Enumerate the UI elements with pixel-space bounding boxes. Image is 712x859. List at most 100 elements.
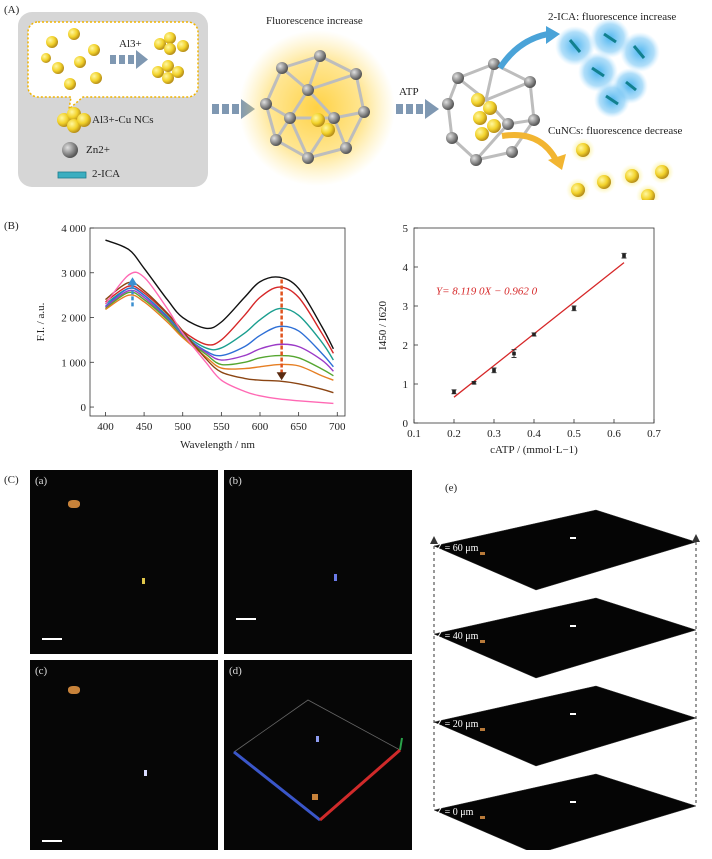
orange-curved-arrow-icon [501,132,559,162]
y-tick-label: 2 [403,340,409,352]
z-plane-3 [433,773,697,850]
spectrum-series-7 [105,294,334,381]
legend-cluster-icon [57,107,91,133]
schematic-a [18,12,674,200]
z-plane-spot [480,640,485,643]
stack-arrow-left-icon [430,536,438,544]
x-tick-label: 0.2 [447,428,461,440]
decrease-arrowhead-icon [276,372,287,381]
z-plane-spot [480,816,485,819]
x-axis-label: Wavelength / nm [180,439,255,451]
scale-bar [42,638,62,640]
z-stack [430,509,700,850]
spectrum-series-8 [105,281,334,394]
legend-zn-icon [62,142,78,158]
data-point [492,368,496,373]
micro-image-d: (d) [224,660,412,850]
micro-label-d: (d) [229,665,242,677]
y-axis-label: I450 / I620 [377,301,389,350]
micro-label-c: (c) [35,665,48,677]
data-point [532,332,536,337]
y-tick-label: 3 000 [61,268,86,280]
y-tick-label: 5 [403,223,409,235]
stack-arrow-right-icon [692,534,700,542]
legend-label-cluster: Al3+-Cu NCs [92,114,154,126]
micro-label-b: (b) [229,475,242,487]
blue-curved-arrow-icon [497,31,549,70]
z-label-60: Z = 60 μm [436,543,479,554]
spectrum-series-9 [104,271,334,405]
right-top-caption: 2-ICA: fluorescence increase [548,11,677,23]
plot-frame [413,227,655,424]
y-tick-label: 4 [403,262,409,274]
z-plane-spot [570,625,576,627]
right-bottom-caption: CuNCs: fluorescence decrease [548,125,683,137]
x-tick-label: 0.5 [567,428,581,440]
legend-ica-icon [57,171,87,179]
data-point [572,306,576,311]
y-tick-label: 0 [81,402,87,414]
x-tick-label: 600 [252,421,269,433]
scale-bar [236,618,256,620]
micro-label-e: (e) [445,482,458,494]
x-tick-label: 550 [213,421,230,433]
spectrum-series-5 [105,289,334,372]
fit-equation: Y= 8.119 0X − 0.962 0 [436,285,538,297]
x-tick-label: 0.6 [607,428,621,440]
micro-label-a: (a) [35,475,48,487]
y-tick-label: 3 [403,301,409,313]
x-axis-label: cATP / (mmol·L−1) [490,444,578,456]
x-tick-label: 700 [329,421,346,433]
z-label-40: Z = 40 μm [436,631,479,642]
spectra-chart: 400 450 500 550 600 650 700 0 1 000 2 000 3 000 4 0… [35,223,346,451]
legend-label-zn: Zn2+ [86,144,110,156]
x-tick-label: 0.3 [487,428,501,440]
data-point [622,253,626,258]
x-tick-label: 450 [136,421,153,433]
data-point [452,390,456,394]
x-tick-label: 650 [290,421,307,433]
panel-label-c: (C) [4,474,19,486]
x-tick-label: 500 [174,421,191,433]
calibration-chart: 0.1 0.2 0.3 0.4 0.5 0.6 0.7 0 1 2 3 4 5 cATP / (mmol·… [377,223,661,456]
y-tick-label: 0 [403,418,409,430]
center-caption: Fluorescence increase [266,15,363,27]
panel-label-b: (B) [4,220,19,232]
legend-label-ica: 2-ICA [92,168,121,180]
z-plane-spot [570,801,576,803]
atp-label: ATP [399,86,419,98]
spectrum-series-6 [105,291,334,377]
data-point [472,381,476,385]
y-tick-label: 4 000 [61,223,86,235]
fit-line [453,262,625,398]
3d-volume-render [233,699,403,822]
y-tick-label: 1 [403,379,409,391]
micro-image-b: (b) [224,470,412,654]
spectrum-series-4 [105,287,334,368]
x-tick-label: 400 [97,421,114,433]
scale-bar [42,840,62,842]
increase-arrowhead-icon [127,277,138,286]
micro-image-c: (c) [30,660,218,850]
released-cu-ncs [566,138,674,200]
micro-image-a: (a) [30,470,218,654]
spectrum-series-1 [105,239,335,350]
z-plane-spot [480,552,485,555]
y-axis-label: F.I. / a.u. [35,302,47,341]
gold-balls-clustered [152,32,189,84]
z-plane-spot [570,537,576,539]
z-label-0: Z = 0 μm [436,807,474,818]
panel-label-a: (A) [4,4,20,16]
spectrum-series-2 [105,285,335,354]
plot-frame [89,227,346,417]
z-plane-spot [570,713,576,715]
atp-arrow-icon [396,99,439,119]
z-plane-1 [433,597,697,679]
z-plane-spot [480,728,485,731]
x-tick-label: 0.1 [407,428,421,440]
al-label: Al3+ [119,38,142,50]
x-tick-label: 0.4 [527,428,541,440]
gold-balls-scattered [41,28,102,90]
z-label-20: Z = 20 μm [436,719,479,730]
data-point [512,351,516,356]
